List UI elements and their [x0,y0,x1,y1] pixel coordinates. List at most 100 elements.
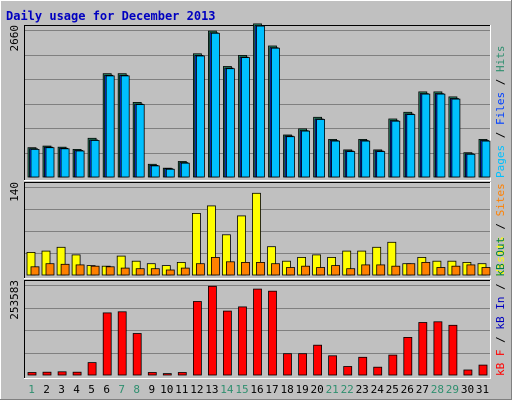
bar-kbf-day-28 [433,321,443,376]
panels-layer: 2660 Pages / Files / Hits 140 Visits / Site… [8,23,507,379]
bar-kbf-day-7 [117,311,127,376]
bar-kbf-day-12 [192,301,202,376]
bar-pages-day-8 [135,104,145,178]
bar-sites-day-9 [150,268,160,276]
x-tick-day-29: 29 [446,383,459,396]
x-tick-day-16: 16 [250,383,263,396]
bar-sites-day-24 [376,264,386,276]
bar-pages-day-26 [406,114,416,178]
bar-pages-day-9 [150,165,160,178]
bar-pages-day-13 [210,32,220,178]
bar-kbf-day-2 [42,371,52,376]
x-axis-labels: 1 2 3 4 5 6 7 8 9 10 11 12 13 14 15 16 17 18 19 20 21 22 23 24 2… [28,383,489,396]
bar-sites-day-16 [256,261,265,276]
legend-pages: Pages [494,145,507,178]
legend-kbout: kB Out [494,237,507,277]
bar-pages-day-12 [195,55,205,178]
series-sites [30,256,491,276]
x-tick-day-11: 11 [175,383,188,396]
bar-sites-day-4 [75,264,85,276]
bar-pages-day-27 [421,93,431,178]
bar-kbf-day-15 [238,306,247,376]
x-tick-day-15: 15 [235,383,248,396]
bar-kbf-day-14 [222,310,232,376]
legend-files: Files [494,92,507,125]
bar-sites-day-3 [60,263,70,276]
bar-sites-day-15 [241,261,250,276]
legend-text: Visits / Sites [494,183,507,276]
bar-sites-day-20 [316,267,326,276]
bar-pages-day-1 [30,148,40,178]
bar-pages-day-20 [316,119,326,178]
legend-sites: Sites [494,183,507,216]
bar-sites-day-18 [286,267,295,276]
bar-kbf-day-18 [283,353,292,376]
bar-sites-day-2 [45,263,55,276]
x-tick-day-14: 14 [220,383,234,396]
bar-pages-day-24 [376,151,386,178]
bar-kbf-day-29 [448,324,458,376]
bar-pages-day-18 [286,136,295,178]
panel-visits-legend: Visits / Sites [494,183,507,276]
bar-sites-day-28 [436,267,446,276]
bar-pages-day-23 [361,140,371,178]
bar-sites-day-11 [180,267,190,276]
bar-pages-day-28 [436,93,446,178]
x-tick-day-3: 3 [58,383,65,396]
bar-pages-day-22 [346,151,356,178]
x-tick-day-7: 7 [118,383,125,396]
bar-pages-day-2 [45,147,55,178]
bar-kbf-day-4 [72,371,82,376]
bar-sites-day-13 [210,256,220,276]
bar-kbf-day-30 [463,369,473,376]
x-tick-day-22: 22 [341,383,354,396]
bar-sites-day-27 [421,261,431,276]
x-tick-day-9: 9 [148,383,155,396]
panel-kbytes: 253583 kB F / kB In / kB Out [8,237,507,379]
bar-kbf-day-21 [328,355,338,376]
panel-hits-ymax-label: 2660 [8,25,21,52]
x-tick-day-31: 31 [476,383,489,396]
x-tick-day-28: 28 [431,383,444,396]
bar-sites-day-14 [225,261,235,276]
legend-separator: / [494,72,507,92]
series-kbf [27,285,488,376]
bar-pages-day-29 [451,98,461,178]
x-tick-day-13: 13 [205,383,218,396]
panel-visits-ymax-label: 140 [8,182,21,202]
bar-kbf-day-25 [388,354,398,376]
bar-sites-day-17 [271,263,280,276]
x-tick-day-4: 4 [73,383,80,396]
legend-separator: / [494,216,507,236]
bar-kbf-day-8 [132,333,142,376]
x-tick-day-18: 18 [280,383,293,396]
bar-sites-day-5 [90,265,100,276]
x-tick-day-26: 26 [401,383,414,396]
legend-kbf: kB F [494,350,507,377]
bar-sites-day-19 [301,265,311,276]
bar-pages-day-10 [165,168,175,178]
bar-kbf-day-9 [147,372,157,376]
bar-sites-day-29 [451,265,461,276]
bar-pages-day-21 [331,140,341,178]
bar-pages-day-30 [466,153,476,178]
x-tick-day-8: 8 [133,383,140,396]
bar-pages-day-6 [105,75,115,178]
x-tick-day-24: 24 [371,383,385,396]
bar-sites-day-23 [361,264,371,276]
bar-kbf-day-1 [27,372,37,376]
bar-pages-day-11 [180,162,190,178]
legend-text: Pages / Files / Hits [494,46,507,179]
x-tick-day-27: 27 [416,383,429,396]
panel-visits: 140 Visits / Sites [8,182,507,279]
bar-pages-day-25 [391,120,401,178]
bar-pages-day-17 [271,47,280,178]
bar-kbf-day-27 [418,322,428,376]
bar-sites-day-10 [165,269,175,276]
bar-sites-day-26 [406,263,416,276]
bar-kbf-day-6 [102,312,112,376]
bar-kbf-day-17 [268,290,277,376]
bar-kbf-day-19 [298,353,308,376]
bar-pages-day-5 [90,140,100,178]
